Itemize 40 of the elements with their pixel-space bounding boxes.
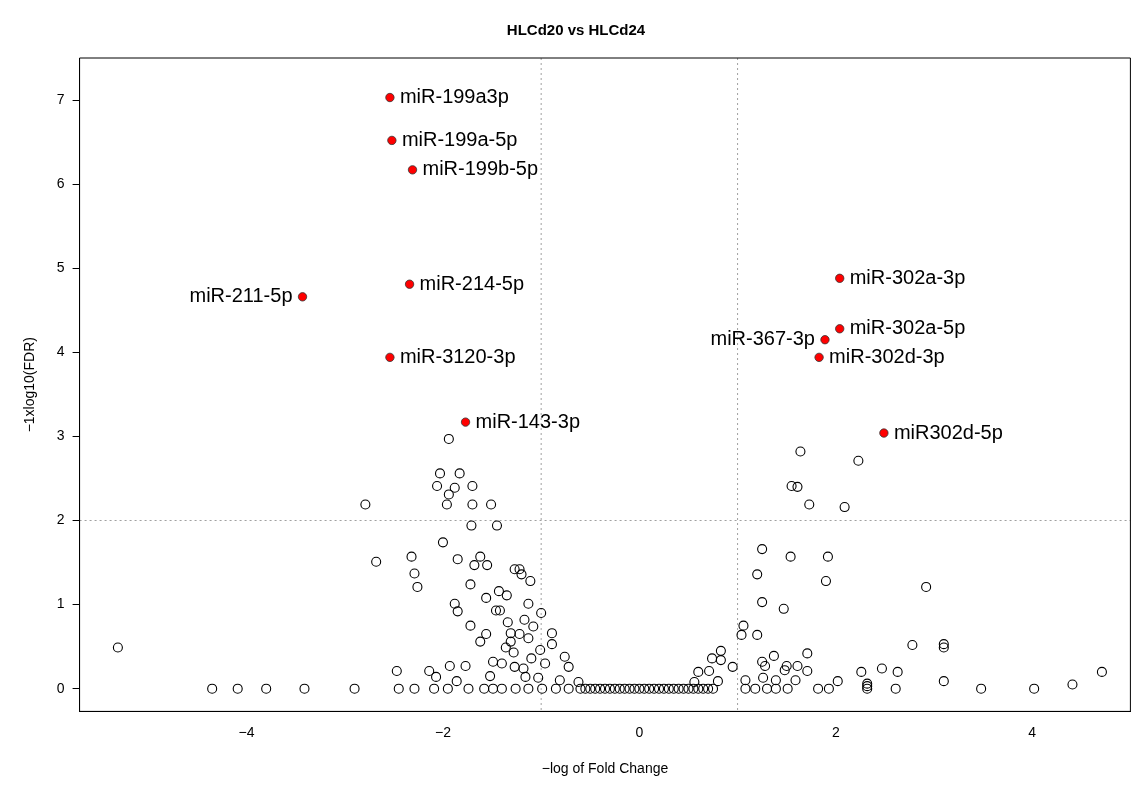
- x-tick-label: 4: [1028, 723, 1037, 740]
- point: [385, 92, 395, 103]
- y-tick-label: 1: [56, 595, 65, 612]
- y-tick-label: 0: [56, 679, 65, 696]
- point: [387, 135, 397, 146]
- annotation: miR-302a-5p: [849, 316, 966, 339]
- y-tick-label: 2: [56, 511, 65, 528]
- y-axis-title: −1xlog10(FDR): [21, 337, 38, 433]
- x-tick-label: −2: [434, 723, 452, 740]
- point: [385, 352, 395, 362]
- annotation: miR-3120-3p: [399, 344, 516, 367]
- point: [297, 292, 308, 302]
- point: [835, 273, 845, 283]
- annotation: miR-302d-3p: [829, 344, 945, 367]
- x-tick-label: 2: [831, 723, 840, 740]
- x-axis-title: −log of Fold Change: [541, 760, 669, 777]
- annotation: miR-199b-5p: [422, 157, 539, 180]
- annotation: miR-367-3p: [710, 327, 815, 350]
- annotation: miR-211-5p: [189, 284, 293, 307]
- y-tick-label: 4: [56, 343, 65, 360]
- point: [404, 279, 415, 289]
- point: [460, 417, 471, 427]
- y-tick-label: 6: [56, 175, 65, 191]
- annotation: miR-302a-3p: [849, 265, 966, 288]
- point: [814, 352, 824, 362]
- y-tick-label: 5: [56, 259, 65, 276]
- y-tick-label: 3: [56, 427, 65, 444]
- annotation: miR-143-3p: [475, 409, 581, 432]
- annotation: miR302d-5p: [893, 420, 1003, 443]
- point: [407, 165, 418, 175]
- point: [835, 324, 845, 334]
- chart-title: HLCd20 vs HLCd24: [506, 21, 646, 39]
- y-tick-label: 7: [56, 90, 65, 107]
- annotation: miR-199a-5p: [401, 127, 518, 150]
- x-tick-label: 0: [635, 723, 644, 740]
- point: [879, 428, 889, 438]
- annotation: miR-199a3p: [399, 85, 509, 108]
- x-tick-label: −4: [238, 723, 255, 740]
- point: [820, 335, 830, 345]
- annotation: miR-214-5p: [419, 271, 525, 294]
